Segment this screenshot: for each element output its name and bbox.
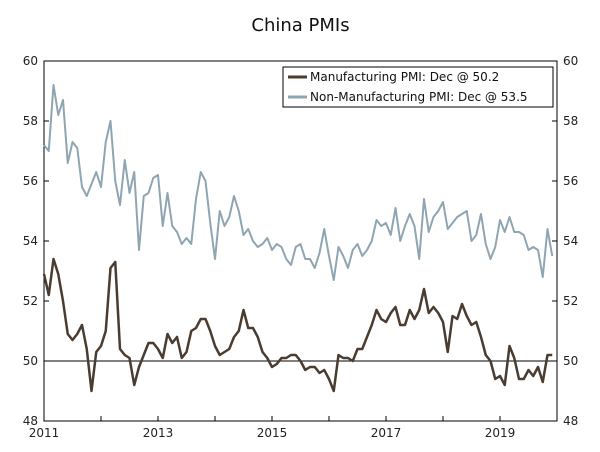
y-tick-label-right: 52 [563,294,578,308]
legend-box [282,66,554,108]
y-axis-left: 48 50 52 54 56 58 60 [23,54,49,428]
legend: Manufacturing PMI: Dec @ 50.2 Non-Manufa… [282,66,554,108]
y-tick-label-right: 60 [563,54,578,68]
y-tick-label-right: 50 [563,354,578,368]
series-group [42,84,554,393]
y-tick-label-left: 52 [23,294,38,308]
y-tick-label-right: 58 [563,114,578,128]
y-tick-label-left: 50 [23,354,38,368]
x-tick-label: 2019 [485,426,516,440]
series-line-manufacturing [42,257,553,393]
y-tick-label-left: 58 [23,114,38,128]
y-tick-label-left: 60 [23,54,38,68]
y-tick-label-left: 54 [23,234,38,248]
y-axis-right: 48 50 52 54 56 58 60 [552,54,578,428]
y-tick-label-right: 54 [563,234,578,248]
plot-frame [43,60,558,422]
chart-title: China PMIs [251,15,349,36]
y-tick-label-right: 56 [563,174,578,188]
x-tick-label: 2011 [29,426,60,440]
legend-label-non-manufacturing: Non-Manufacturing PMI: Dec @ 53.5 [310,90,528,104]
y-tick-label-left: 48 [23,414,38,428]
y-tick-label-left: 56 [23,174,38,188]
series-line-non-manufacturing [43,84,554,281]
y-tick-label-right: 48 [563,414,578,428]
x-axis: 2011 2013 2015 2017 2019 [29,416,558,440]
legend-label-manufacturing: Manufacturing PMI: Dec @ 50.2 [310,70,499,84]
x-tick-label: 2013 [143,426,174,440]
x-tick-label: 2017 [371,426,402,440]
x-tick-label: 2015 [257,426,288,440]
